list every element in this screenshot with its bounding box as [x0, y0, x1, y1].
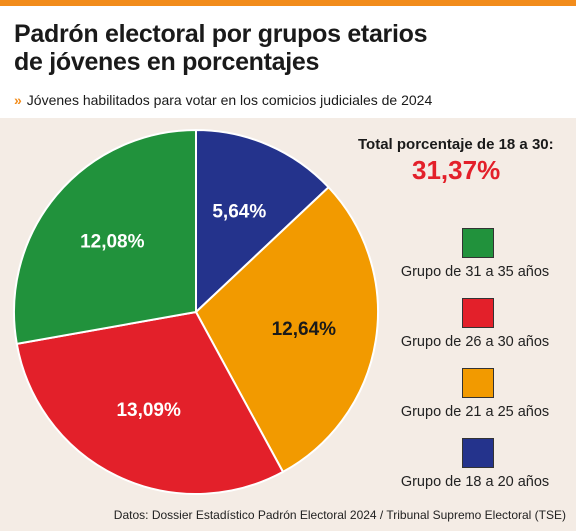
- title-line-2: de jóvenes en porcentajes: [14, 48, 320, 76]
- pie-slice-2: [15, 310, 285, 495]
- legend-label: Grupo de 26 a 30 años: [400, 334, 550, 350]
- source-note: Datos: Dossier Estadístico Padrón Electo…: [113, 508, 566, 522]
- legend-swatch: [462, 298, 494, 328]
- legend-swatch: [462, 438, 494, 468]
- legend-swatch: [462, 228, 494, 258]
- legend-item: Grupo de 21 a 25 años: [380, 368, 570, 438]
- legend-swatch: [462, 368, 494, 398]
- pie-slice-3: [13, 128, 197, 346]
- legend-label: Grupo de 18 a 20 años: [400, 474, 550, 490]
- total-value: 31,37%: [412, 155, 501, 185]
- slice-label-1: 12,64%: [272, 319, 337, 340]
- chart-subtitle: » Jóvenes habilitados para votar en los c…: [14, 92, 574, 108]
- legend-item: Grupo de 31 a 35 años: [380, 228, 570, 298]
- legend-label: Grupo de 21 a 25 años: [400, 404, 550, 420]
- chevron-right-icon: »: [14, 92, 22, 108]
- title-line-1: Padrón electoral por grupos etarios: [14, 20, 428, 48]
- slice-label-2: 13,09%: [116, 400, 181, 421]
- total-label: Total porcentaje de 18 a 30:: [358, 136, 554, 153]
- pie-slice-1: [194, 185, 379, 474]
- legend-item: Grupo de 26 a 30 años: [380, 298, 570, 368]
- slice-label-0: 5,64%: [212, 201, 266, 222]
- pie-slice-0: [195, 128, 330, 315]
- chart-title: Padrón electoral por grupos etarios de j…: [14, 20, 554, 76]
- legend-item: Grupo de 18 a 20 años: [380, 438, 570, 508]
- slice-label-3: 12,08%: [80, 231, 145, 252]
- legend-label: Grupo de 31 a 35 años: [400, 264, 550, 280]
- pie-chart: 5,64% 12,64% 13,09% 12,08%: [13, 128, 379, 495]
- subtitle-text: Jóvenes habilitados para votar en los co…: [26, 92, 433, 108]
- top-accent-bar: [0, 0, 576, 6]
